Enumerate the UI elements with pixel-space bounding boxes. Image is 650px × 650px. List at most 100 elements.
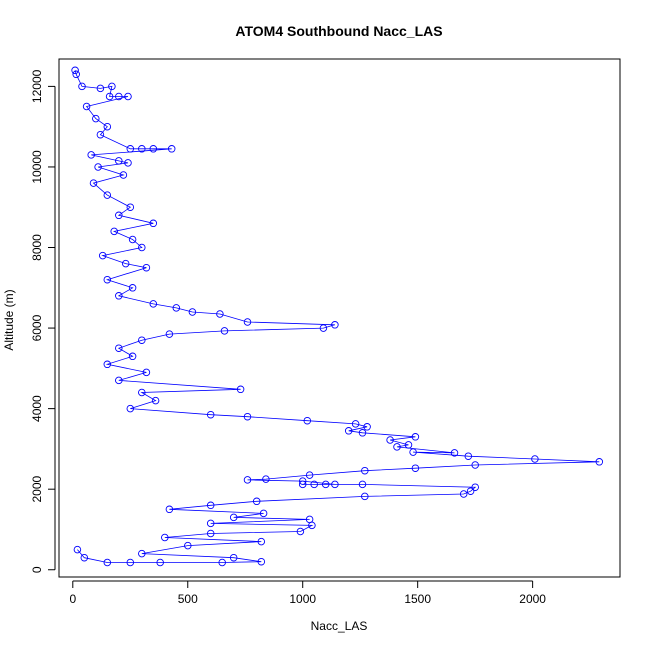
data-point [105, 92, 114, 101]
data-point [206, 519, 215, 528]
plot-frame [58, 58, 621, 578]
y-tick-label: 4000 [30, 395, 44, 422]
data-point [358, 480, 367, 489]
y-tick-label: 12000 [30, 69, 44, 103]
series-line [74, 70, 600, 563]
data-point [595, 458, 604, 466]
data-point [471, 483, 479, 491]
data-point [220, 327, 229, 335]
data-point [393, 443, 401, 451]
data-point [298, 477, 307, 485]
y-tick-label: 8000 [30, 234, 44, 261]
data-point [252, 497, 261, 506]
x-tick-label: 1000 [289, 592, 316, 606]
data-point [386, 436, 394, 444]
data-point [351, 420, 360, 428]
data-point [344, 427, 353, 435]
chart-title: ATOM4 Southbound Nacc_LAS [235, 23, 442, 39]
data-point [72, 70, 80, 79]
y-tick-label: 6000 [30, 314, 44, 341]
data-point [128, 352, 137, 361]
data-point [126, 203, 135, 211]
data-point [257, 557, 266, 566]
data-point [82, 102, 91, 111]
data-point [103, 558, 112, 567]
data-point [138, 243, 146, 252]
data-point [165, 330, 174, 338]
data-point [331, 480, 339, 489]
x-tick-label: 2000 [519, 592, 546, 606]
data-point [103, 275, 112, 284]
data-point [310, 480, 318, 489]
data-point [71, 66, 79, 75]
data-point [257, 537, 266, 546]
data-point [87, 151, 95, 159]
data-point [103, 191, 112, 199]
data-point [138, 549, 146, 558]
data-point [128, 235, 137, 244]
data-point [259, 509, 268, 518]
data-point [149, 145, 158, 153]
data-point [149, 219, 158, 228]
data-point [151, 396, 160, 405]
y-axis: 0 2000 4000 6000 8000 10000 12000 [30, 69, 56, 573]
data-point [115, 376, 123, 385]
y-tick-label: 10000 [30, 150, 44, 184]
data-point [115, 292, 123, 300]
data-point [305, 471, 314, 479]
data-point [80, 553, 89, 562]
data-point [165, 505, 174, 514]
data-point [103, 122, 112, 131]
data-point [103, 360, 112, 369]
data-point [121, 259, 130, 268]
data-point [216, 310, 224, 318]
data-point [115, 211, 123, 220]
data-point [464, 452, 473, 460]
data-point [149, 300, 158, 308]
data-point [92, 114, 100, 123]
x-tick-label: 1500 [404, 592, 431, 606]
data-point [243, 412, 252, 421]
data-point [206, 529, 215, 538]
data-point [98, 251, 107, 260]
data-point [138, 145, 146, 153]
data-point [308, 521, 316, 530]
y-tick-label: 2000 [30, 476, 44, 503]
data-point [363, 423, 371, 431]
data-point [243, 476, 252, 484]
data-point [243, 318, 252, 326]
data-point [466, 487, 475, 495]
data-point [188, 308, 197, 316]
x-tick-label: 500 [178, 592, 198, 606]
data-point [124, 159, 132, 167]
data-point [218, 558, 226, 567]
data-point [206, 501, 215, 510]
data-point [229, 513, 238, 522]
data-point [126, 404, 135, 413]
data-point [321, 480, 330, 489]
data-point [89, 179, 98, 187]
data-point [331, 321, 339, 329]
y-tick-label: 0 [30, 566, 44, 573]
data-layer [71, 66, 604, 567]
x-tick-label: 0 [69, 592, 76, 606]
data-point [450, 449, 459, 457]
data-point [126, 558, 135, 567]
data-point [319, 324, 328, 332]
data-point [156, 558, 164, 567]
data-point [471, 461, 479, 469]
data-point [115, 157, 123, 165]
data-point [411, 464, 420, 472]
data-point [138, 388, 146, 397]
data-point [531, 455, 539, 463]
data-point [236, 385, 245, 394]
data-point [172, 304, 181, 312]
y-axis-label: Altitude (m) [2, 289, 16, 350]
data-point [142, 263, 151, 272]
data-point [73, 545, 82, 554]
data-point [361, 466, 369, 475]
data-point [161, 533, 169, 542]
data-point [404, 441, 413, 449]
data-point [411, 433, 420, 441]
